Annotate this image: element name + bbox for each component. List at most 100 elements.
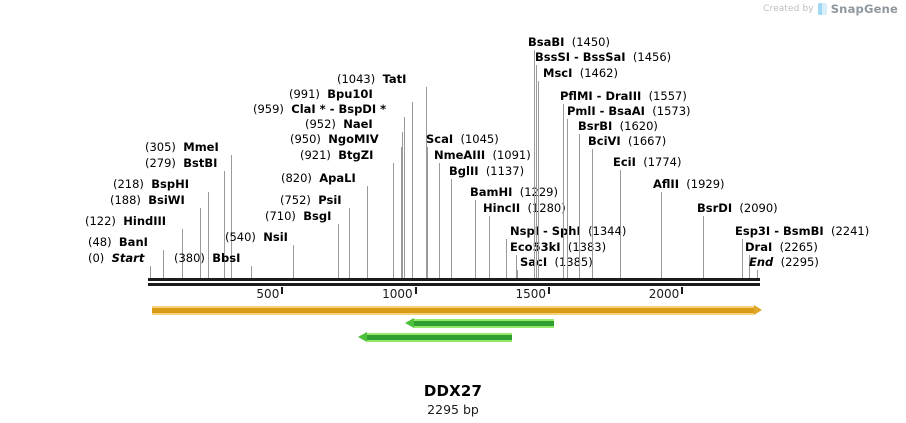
enzyme-site-label[interactable]: BamHI (1229) [470, 186, 558, 199]
enzyme-site-label[interactable]: (921) BtgZI [300, 149, 373, 162]
enzyme-site-label[interactable]: (752) PsiI [280, 194, 342, 207]
enzyme-name: BsiWI [148, 193, 185, 207]
label-spacer [564, 35, 571, 49]
enzyme-position: (122) [85, 214, 116, 228]
feature-arrow-head [754, 305, 762, 315]
enzyme-position: (2295) [780, 255, 819, 269]
enzyme-site-label[interactable]: SacI (1385) [520, 256, 593, 269]
enzyme-site-label[interactable]: (380) BbsI [174, 252, 240, 265]
site-leader-line [426, 87, 427, 278]
enzyme-position: (1620) [619, 119, 658, 133]
label-spacer [612, 119, 619, 133]
enzyme-site-label[interactable]: NmeAIII (1091) [434, 149, 531, 162]
enzyme-name: NsiI [263, 230, 288, 244]
enzyme-name: BsgI [303, 209, 332, 223]
enzyme-site-label[interactable]: NspI - SphI (1344) [510, 225, 626, 238]
enzyme-site-label[interactable]: EciI (1774) [613, 156, 681, 169]
enzyme-position: (991) [289, 87, 320, 101]
site-leader-line [150, 266, 151, 278]
enzyme-name: BglII [449, 164, 479, 178]
enzyme-position: (921) [300, 148, 331, 162]
enzyme-site-label[interactable]: PflMI - DraIII (1557) [560, 90, 687, 103]
enzyme-site-label[interactable]: (218) BspHI [113, 178, 189, 191]
enzyme-position: (540) [225, 230, 256, 244]
feature-arrow[interactable] [152, 305, 762, 316]
enzyme-site-label[interactable]: BsrBI (1620) [578, 120, 658, 133]
enzyme-name: BsaBI [528, 35, 565, 49]
site-leader-line [620, 170, 621, 278]
enzyme-site-label[interactable]: (820) ApaLI [281, 172, 356, 185]
enzyme-site-label[interactable]: BssSI - BssSaI (1456) [535, 51, 671, 64]
feature-arrow[interactable] [405, 318, 554, 329]
enzyme-site-label[interactable]: BsaBI (1450) [528, 36, 610, 49]
site-leader-line [427, 147, 428, 278]
ruler-tick [681, 287, 684, 294]
enzyme-site-label[interactable]: (188) BsiWI [110, 194, 185, 207]
feature-arrow-head [405, 318, 414, 328]
enzyme-position: (1667) [628, 134, 667, 148]
label-spacer [581, 224, 588, 238]
site-leader-line [475, 200, 476, 278]
label-spacer [824, 224, 831, 238]
enzyme-site-label[interactable]: (952) NaeI [305, 118, 373, 131]
site-leader-line [489, 216, 490, 278]
enzyme-site-label[interactable]: Eco53kI (1383) [510, 241, 606, 254]
enzyme-site-label[interactable]: BciVI (1667) [588, 135, 666, 148]
ruler-tick [281, 287, 284, 294]
enzyme-name: Start [111, 251, 145, 265]
enzyme-site-label[interactable]: (1043) TatI [337, 73, 406, 86]
site-leader-line [563, 104, 564, 278]
enzyme-site-label[interactable]: (950) NgoMIV [290, 133, 379, 146]
enzyme-site-label[interactable]: (959) ClaI * - BspDI * [253, 103, 386, 116]
enzyme-site-label[interactable]: (279) BstBI [145, 157, 217, 170]
enzyme-site-label[interactable]: (0) Start [88, 252, 144, 265]
enzyme-name: NspI - SphI [510, 224, 581, 238]
site-leader-line [536, 65, 537, 278]
enzyme-site-label[interactable]: (48) BanI [88, 236, 148, 249]
enzyme-position: (2265) [779, 240, 818, 254]
enzyme-site-label[interactable]: AflII (1929) [653, 178, 725, 191]
enzyme-site-label[interactable]: BglII (1137) [449, 165, 524, 178]
enzyme-name: BstBI [183, 156, 218, 170]
feature-arrow-head [358, 332, 367, 342]
enzyme-name: EciI [613, 155, 636, 169]
site-leader-line [224, 171, 225, 278]
site-leader-line [534, 50, 535, 278]
sequence-line-bottom [148, 283, 760, 286]
enzyme-position: (710) [265, 209, 296, 223]
ruler-tick [414, 287, 417, 294]
enzyme-site-label[interactable]: End (2295) [749, 256, 819, 269]
label-spacer [773, 255, 780, 269]
enzyme-position: (1344) [588, 224, 627, 238]
snapgene-logo-icon [817, 3, 827, 15]
enzyme-site-label[interactable]: BsrDI (2090) [697, 202, 778, 215]
site-leader-line [163, 250, 164, 278]
enzyme-site-label[interactable]: MscI (1462) [543, 67, 618, 80]
enzyme-site-label[interactable]: (305) MmeI [145, 141, 219, 154]
enzyme-site-label[interactable]: Esp3I - BsmBI (2241) [735, 225, 869, 238]
enzyme-site-label[interactable]: PmlI - BsaAI (1573) [567, 105, 691, 118]
enzyme-site-label[interactable]: (710) BsgI [265, 210, 331, 223]
sequence-line-top [148, 278, 760, 281]
enzyme-site-label[interactable]: (991) Bpu10I [289, 88, 373, 101]
ruler-tick-label: 1000 [382, 287, 413, 301]
enzyme-site-label[interactable]: HincII (1280) [483, 202, 566, 215]
enzyme-site-label[interactable]: (540) NsiI [225, 231, 288, 244]
enzyme-position: (218) [113, 177, 144, 191]
feature-arrow[interactable] [358, 332, 512, 343]
label-spacer [641, 89, 648, 103]
enzyme-name: NgoMIV [328, 132, 379, 146]
enzyme-site-label[interactable]: DraI (2265) [745, 241, 818, 254]
enzyme-position: (1929) [686, 177, 725, 191]
site-leader-line [393, 163, 394, 278]
site-leader-line [538, 81, 539, 278]
label-spacer [104, 251, 111, 265]
enzyme-position: (1137) [485, 164, 525, 178]
enzyme-position: (2090) [739, 201, 778, 215]
enzyme-site-label[interactable]: (122) HindIII [85, 215, 166, 228]
watermark-created-by-label: Created by [763, 4, 814, 14]
site-leader-line [402, 132, 403, 278]
site-leader-line [579, 134, 580, 278]
enzyme-site-label[interactable]: ScaI (1045) [426, 133, 499, 146]
